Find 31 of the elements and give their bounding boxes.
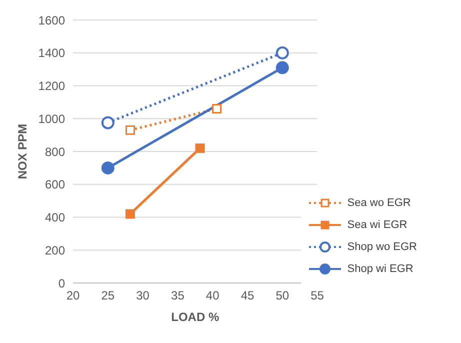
x-axis-title: LOAD % bbox=[171, 310, 220, 324]
point bbox=[101, 116, 114, 130]
point bbox=[276, 46, 289, 60]
y-axis-title: NOX PPM bbox=[15, 124, 30, 180]
y-tick-label: 800 bbox=[44, 144, 66, 159]
x-tick-label: 50 bbox=[276, 288, 290, 303]
y-tick-label: 1000 bbox=[38, 112, 66, 126]
x-tick-label: 25 bbox=[101, 288, 115, 303]
y-tick-label: 1600 bbox=[38, 13, 66, 28]
point bbox=[101, 161, 114, 174]
point bbox=[276, 61, 289, 74]
x-tick-label: 45 bbox=[240, 288, 254, 303]
x-tick-label: 40 bbox=[206, 288, 220, 303]
x-tick-label: 55 bbox=[310, 288, 324, 303]
y-tick-label: 1200 bbox=[38, 79, 66, 94]
y-tick-label: 600 bbox=[44, 178, 66, 192]
point bbox=[212, 104, 222, 114]
legend-label: Sea wi EGR bbox=[347, 219, 408, 231]
y-tick-label: 0 bbox=[58, 276, 66, 290]
point bbox=[125, 209, 135, 219]
y-tick-label: 200 bbox=[44, 243, 66, 258]
legend-label: Shop wo EGR bbox=[347, 241, 417, 253]
legend-label: Shop wi EGR bbox=[347, 263, 414, 275]
point bbox=[195, 143, 205, 153]
legend-label: Sea wo EGR bbox=[347, 197, 411, 209]
x-tick-label: 20 bbox=[66, 288, 80, 303]
point bbox=[125, 125, 135, 135]
y-tick-label: 400 bbox=[44, 210, 66, 225]
y-tick-label: 1400 bbox=[38, 46, 66, 60]
x-tick-label: 30 bbox=[136, 288, 150, 303]
x-tick-label: 35 bbox=[171, 288, 185, 303]
